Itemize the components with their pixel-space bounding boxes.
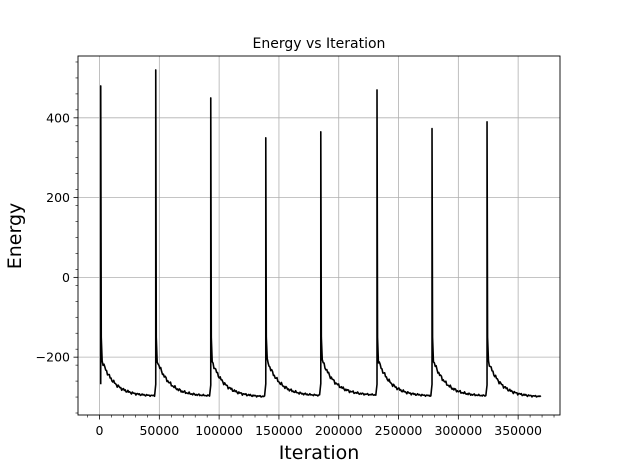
- x-tick-label: 50000: [139, 423, 179, 438]
- x-tick-label: 150000: [255, 423, 303, 438]
- axes-frame: [77, 55, 561, 416]
- x-tick-label: 200000: [315, 423, 363, 438]
- x-tick-label: 0: [96, 423, 104, 438]
- x-tick-label: 350000: [494, 423, 542, 438]
- x-axis-label: Iteration: [279, 442, 360, 464]
- x-tick-label: 250000: [375, 423, 423, 438]
- chart-title: Energy vs Iteration: [253, 36, 386, 52]
- y-tick-label: 200: [46, 190, 70, 205]
- energy-line: [99, 69, 542, 398]
- x-tick-label: 300000: [434, 423, 482, 438]
- y-axis-label: Energy: [4, 203, 26, 270]
- x-tick-label: 100000: [195, 423, 243, 438]
- y-tick-label: −200: [36, 350, 70, 365]
- ticks: 0 50000 100000 150000 200000 250000 300000 3500…: [36, 61, 555, 438]
- energy-line-group: [99, 69, 542, 398]
- y-tick-label: 400: [46, 110, 70, 125]
- grid: [78, 56, 560, 415]
- y-tick-label: 0: [62, 270, 70, 285]
